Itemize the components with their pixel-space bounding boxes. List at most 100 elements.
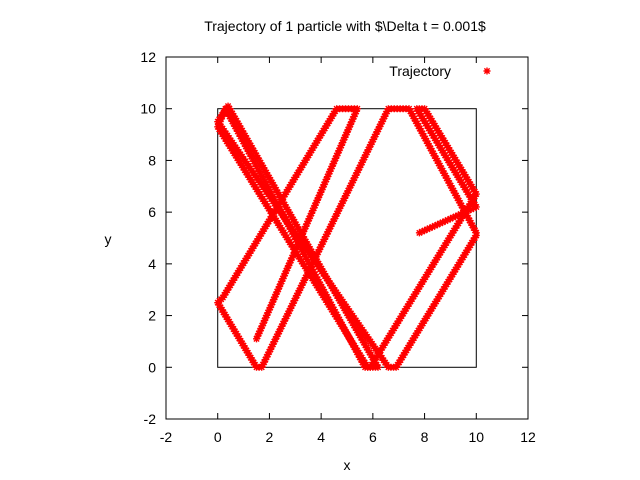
data-point	[465, 206, 473, 214]
data-point	[309, 207, 317, 215]
data-point	[408, 110, 416, 118]
data-point	[429, 149, 437, 157]
data-point	[335, 205, 343, 213]
data-point	[287, 225, 295, 233]
data-point	[470, 204, 478, 212]
data-point	[303, 220, 311, 228]
data-point	[255, 330, 263, 338]
data-point	[280, 213, 288, 221]
data-point	[247, 142, 255, 150]
data-point	[251, 160, 259, 168]
data-point	[330, 306, 338, 314]
data-point	[318, 283, 326, 291]
data-point	[303, 240, 311, 248]
data-point	[306, 212, 314, 220]
data-point	[216, 118, 224, 126]
data-point	[456, 199, 464, 207]
data-point	[339, 302, 347, 310]
x-axis-label: x	[344, 457, 351, 473]
x-tick-label: -2	[160, 429, 173, 445]
data-point	[361, 153, 369, 161]
data-point	[451, 189, 459, 197]
data-point	[249, 155, 257, 163]
data-point	[306, 260, 314, 268]
data-point	[343, 128, 351, 136]
data-point	[330, 215, 338, 223]
data-point	[329, 284, 337, 292]
data-point	[421, 135, 429, 143]
plot-frame	[165, 56, 529, 420]
data-point	[307, 263, 315, 271]
data-point	[214, 123, 222, 131]
data-point	[337, 141, 345, 149]
data-point	[303, 255, 311, 263]
data-point	[322, 290, 330, 298]
data-point	[431, 222, 439, 230]
data-point	[333, 152, 341, 160]
data-point	[306, 245, 314, 253]
data-point	[424, 139, 432, 147]
data-point	[310, 268, 318, 276]
data-point	[444, 177, 452, 185]
data-point	[296, 243, 304, 251]
data-point	[410, 115, 418, 123]
data-point	[336, 297, 344, 305]
data-point	[373, 361, 381, 369]
data-point	[287, 304, 295, 312]
data-point	[346, 120, 354, 128]
data-point	[266, 188, 274, 196]
data-point	[346, 314, 354, 322]
data-point	[338, 321, 346, 329]
data-point	[459, 204, 467, 212]
data-point	[466, 216, 474, 224]
data-point	[232, 125, 240, 133]
data-point	[314, 194, 322, 202]
data-point	[241, 132, 249, 140]
data-point	[295, 240, 303, 248]
data-point	[330, 287, 338, 295]
data-point	[262, 180, 270, 188]
data-point	[359, 156, 367, 164]
data-point	[275, 327, 283, 335]
data-point	[288, 213, 296, 221]
data-point	[428, 223, 436, 231]
data-point	[274, 203, 282, 211]
data-point	[364, 146, 372, 154]
data-point	[254, 332, 262, 340]
data-point	[441, 172, 449, 180]
data-point	[337, 318, 345, 326]
data-point	[280, 272, 288, 280]
data-point	[436, 219, 444, 227]
data-point	[347, 316, 355, 324]
data-point	[230, 112, 238, 120]
trajectory-series	[214, 102, 480, 371]
y-tick-label: 0	[148, 359, 156, 375]
data-point	[356, 164, 364, 172]
data-point	[301, 225, 309, 233]
data-point	[279, 275, 287, 283]
data-point	[326, 298, 334, 306]
data-point	[367, 141, 375, 149]
data-point	[224, 110, 232, 118]
data-point	[274, 188, 282, 196]
data-point	[325, 225, 333, 233]
data-point	[254, 165, 262, 173]
data-point	[261, 166, 269, 174]
data-point	[443, 174, 451, 182]
data-point	[285, 223, 293, 231]
data-point	[353, 169, 361, 177]
data-point	[436, 162, 444, 170]
data-point	[467, 219, 475, 227]
data-point	[421, 226, 429, 234]
y-tick-label: -2	[144, 411, 157, 427]
data-point	[379, 115, 387, 123]
data-point	[235, 122, 243, 130]
data-point	[448, 184, 456, 192]
data-point	[276, 193, 284, 201]
data-point	[291, 233, 299, 241]
data-point	[320, 288, 328, 296]
data-point	[289, 215, 297, 223]
data-point	[447, 182, 455, 190]
data-point	[262, 169, 270, 177]
